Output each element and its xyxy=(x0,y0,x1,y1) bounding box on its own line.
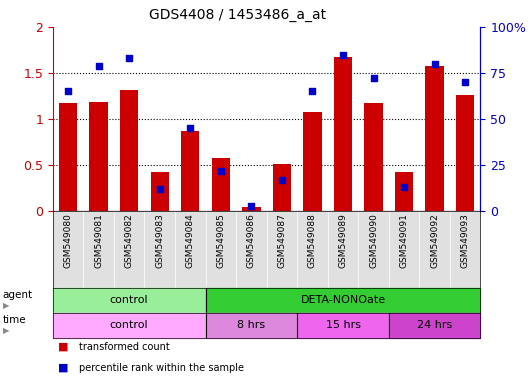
Bar xyxy=(426,66,444,211)
Text: GSM549080: GSM549080 xyxy=(63,214,72,268)
Bar xyxy=(212,158,230,211)
Text: time: time xyxy=(3,315,26,325)
Text: GSM549091: GSM549091 xyxy=(400,214,409,268)
Bar xyxy=(364,103,383,211)
Text: GSM549085: GSM549085 xyxy=(216,214,225,268)
Text: ■: ■ xyxy=(58,363,69,373)
Point xyxy=(308,88,317,94)
Text: GSM549093: GSM549093 xyxy=(461,214,470,268)
Text: agent: agent xyxy=(3,290,33,300)
Text: GSM549087: GSM549087 xyxy=(277,214,286,268)
Bar xyxy=(53,288,205,313)
Text: GSM549081: GSM549081 xyxy=(94,214,103,268)
Bar xyxy=(303,112,322,211)
Bar xyxy=(53,313,205,338)
Bar xyxy=(89,101,108,211)
Point xyxy=(339,51,347,58)
Bar xyxy=(205,288,480,313)
Text: transformed count: transformed count xyxy=(79,342,170,352)
Point xyxy=(370,75,378,81)
Point xyxy=(247,203,256,209)
Text: GSM549090: GSM549090 xyxy=(369,214,378,268)
Bar xyxy=(59,103,77,211)
Bar xyxy=(181,131,200,211)
Bar xyxy=(456,95,474,211)
Text: percentile rank within the sample: percentile rank within the sample xyxy=(79,363,244,373)
Text: control: control xyxy=(110,295,148,306)
Text: GSM549084: GSM549084 xyxy=(186,214,195,268)
Point xyxy=(216,167,225,174)
Text: GSM549088: GSM549088 xyxy=(308,214,317,268)
Bar xyxy=(273,164,291,211)
Text: DETA-NONOate: DETA-NONOate xyxy=(300,295,385,306)
Text: GSM549089: GSM549089 xyxy=(338,214,347,268)
Text: GSM549083: GSM549083 xyxy=(155,214,164,268)
Point xyxy=(430,61,439,67)
Text: control: control xyxy=(110,320,148,331)
Point xyxy=(64,88,72,94)
Bar xyxy=(242,207,260,211)
Text: 8 hrs: 8 hrs xyxy=(237,320,266,331)
Bar xyxy=(297,313,389,338)
Text: GSM549086: GSM549086 xyxy=(247,214,256,268)
Text: 15 hrs: 15 hrs xyxy=(325,320,361,331)
Text: ▶: ▶ xyxy=(3,326,9,336)
Bar xyxy=(389,313,480,338)
Text: GSM549092: GSM549092 xyxy=(430,214,439,268)
Text: ▶: ▶ xyxy=(3,301,9,311)
Text: GDS4408 / 1453486_a_at: GDS4408 / 1453486_a_at xyxy=(149,8,326,22)
Text: GSM549082: GSM549082 xyxy=(125,214,134,268)
Bar xyxy=(334,57,352,211)
Point xyxy=(461,79,469,85)
Point xyxy=(278,177,286,183)
Bar xyxy=(150,172,169,211)
Bar xyxy=(205,313,297,338)
Point xyxy=(156,186,164,192)
Point xyxy=(186,125,194,131)
Bar xyxy=(395,172,413,211)
Bar xyxy=(120,89,138,211)
Text: 24 hrs: 24 hrs xyxy=(417,320,452,331)
Point xyxy=(95,63,103,69)
Point xyxy=(400,184,408,190)
Text: ■: ■ xyxy=(58,342,69,352)
Point xyxy=(125,55,134,61)
